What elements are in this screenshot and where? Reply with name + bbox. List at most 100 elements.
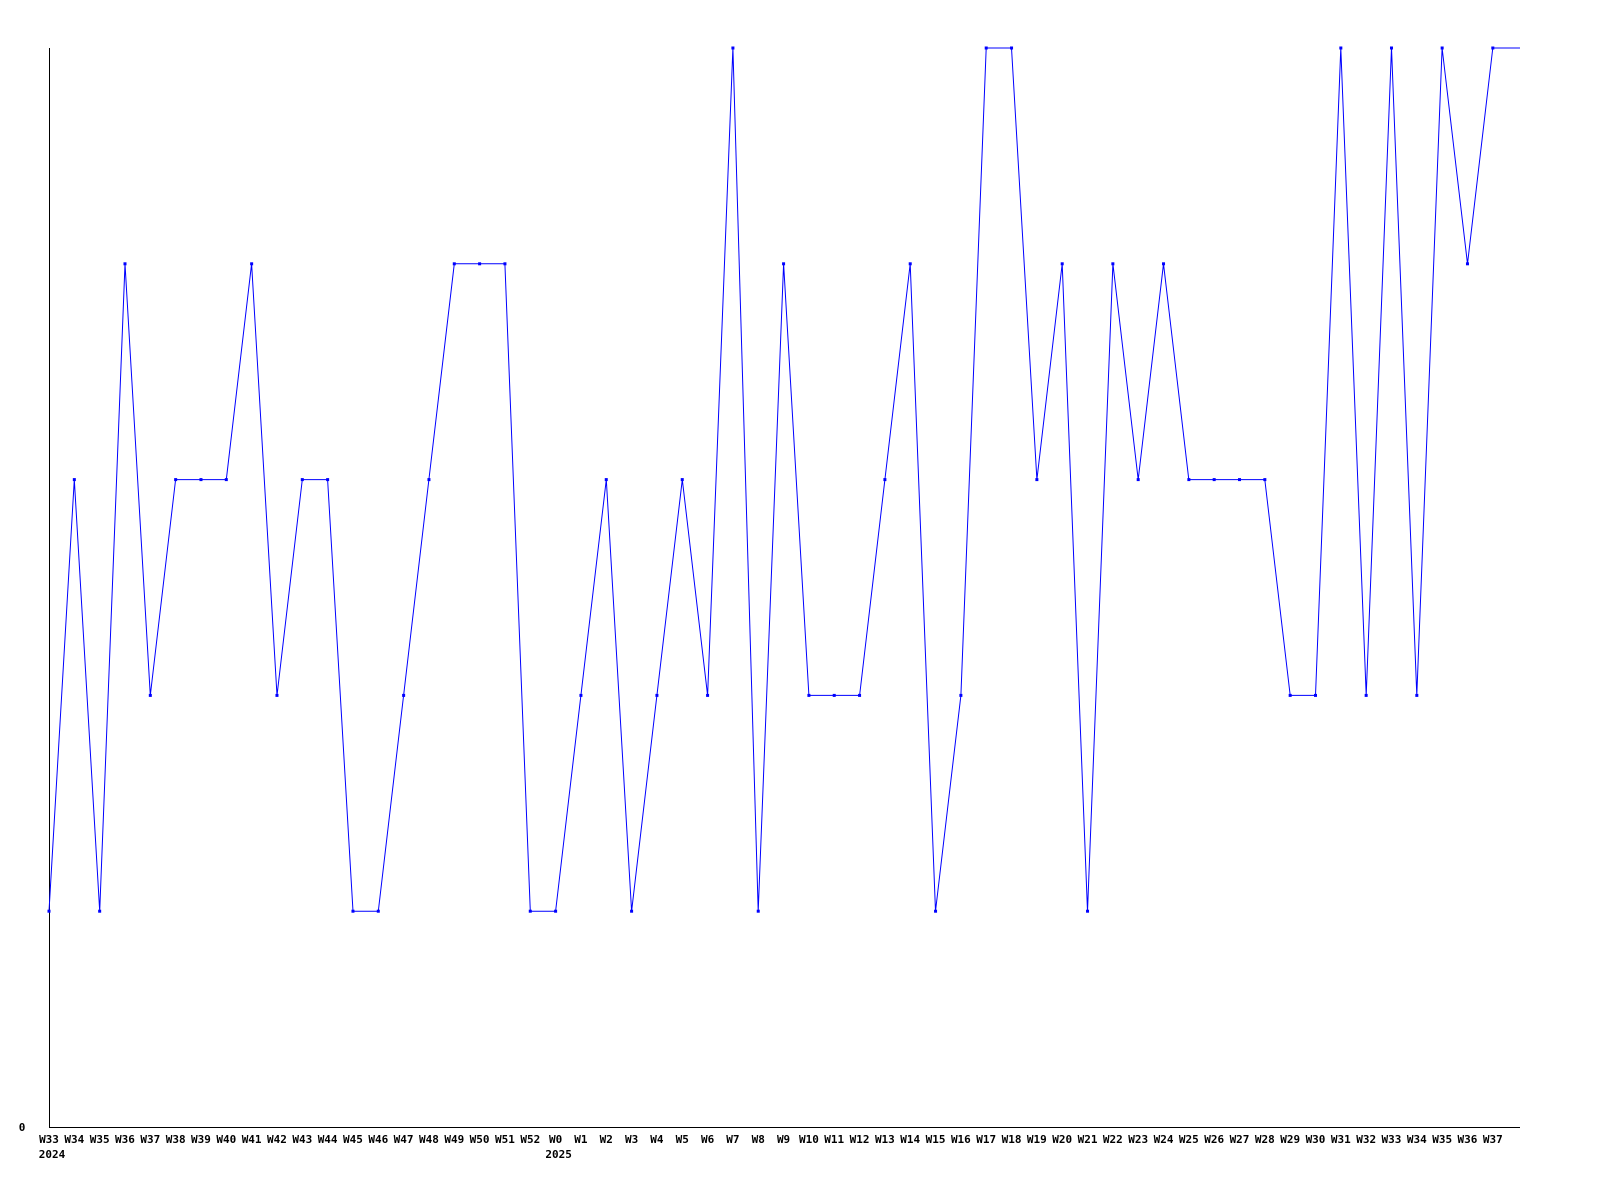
data-point xyxy=(1086,909,1090,913)
data-point xyxy=(275,693,279,697)
data-point xyxy=(934,909,938,913)
data-point xyxy=(630,909,634,913)
data-point xyxy=(680,478,684,482)
data-point xyxy=(1364,693,1368,697)
data-point xyxy=(807,693,811,697)
series-line xyxy=(48,47,1520,912)
data-point xyxy=(148,693,152,697)
data-point xyxy=(1491,46,1495,50)
data-point xyxy=(984,46,988,50)
data-point xyxy=(250,262,254,266)
x-tick-label: W48 xyxy=(419,1133,439,1146)
data-point xyxy=(655,693,659,697)
data-point xyxy=(376,909,380,913)
data-point xyxy=(706,693,710,697)
x-tick-label: W50 xyxy=(470,1133,490,1146)
data-point xyxy=(1162,262,1166,266)
x-tick-label: W49 xyxy=(444,1133,464,1146)
data-point xyxy=(351,909,355,913)
data-point xyxy=(402,693,406,697)
x-tick-label: W36 xyxy=(115,1133,135,1146)
x-tick-label: W25 xyxy=(1179,1133,1199,1146)
x-tick-label: W33 xyxy=(39,1133,59,1146)
x-tick-label: W1 xyxy=(574,1133,588,1146)
data-point xyxy=(1010,46,1014,50)
data-point xyxy=(1288,693,1292,697)
data-point xyxy=(174,478,178,482)
data-point xyxy=(1187,478,1191,482)
x-tick-label: W27 xyxy=(1230,1133,1250,1146)
data-point xyxy=(858,693,862,697)
data-point xyxy=(1415,693,1419,697)
y-tick-label: 0 xyxy=(19,1121,26,1134)
x-tick-label: W40 xyxy=(216,1133,236,1146)
data-point xyxy=(123,262,127,266)
x-tick-label: W17 xyxy=(976,1133,996,1146)
x-tick-label: W23 xyxy=(1128,1133,1148,1146)
year-label: 2025 xyxy=(545,1148,572,1161)
x-tick-label: W0 xyxy=(549,1133,562,1146)
data-point xyxy=(959,693,963,697)
x-tick-label: W51 xyxy=(495,1133,515,1146)
x-tick-label: W36 xyxy=(1458,1133,1478,1146)
data-point xyxy=(224,478,228,482)
x-tick-label: W7 xyxy=(726,1133,739,1146)
data-point xyxy=(199,478,203,482)
data-point xyxy=(1212,478,1216,482)
data-point xyxy=(478,262,482,266)
data-point xyxy=(756,909,760,913)
x-tick-label: W2 xyxy=(600,1133,613,1146)
x-tick-label: W34 xyxy=(1407,1133,1427,1146)
x-tick-label: W19 xyxy=(1027,1133,1047,1146)
x-tick-label: W32 xyxy=(1356,1133,1376,1146)
x-tick-label: W44 xyxy=(318,1133,338,1146)
x-tick-label: W31 xyxy=(1331,1133,1351,1146)
x-tick-label: W18 xyxy=(1002,1133,1022,1146)
x-tick-label: W33 xyxy=(1382,1133,1402,1146)
x-tick-label: W21 xyxy=(1078,1133,1098,1146)
x-tick-label: W30 xyxy=(1306,1133,1326,1146)
data-point xyxy=(98,909,102,913)
data-point xyxy=(883,478,887,482)
year-label: 2024 xyxy=(39,1148,66,1161)
x-tick-label: W5 xyxy=(676,1133,689,1146)
data-point xyxy=(1035,478,1039,482)
x-tick-label: W42 xyxy=(267,1133,287,1146)
x-tick-label: W11 xyxy=(824,1133,844,1146)
data-point xyxy=(579,693,583,697)
data-point xyxy=(554,909,558,913)
x-tick-label: W4 xyxy=(650,1133,664,1146)
data-point xyxy=(1314,693,1317,697)
x-tick-label: W52 xyxy=(520,1133,540,1146)
x-tick-label: W26 xyxy=(1204,1133,1224,1146)
x-tick-label: W12 xyxy=(850,1133,870,1146)
data-point xyxy=(427,478,431,482)
x-tick-label: W9 xyxy=(777,1133,790,1146)
data-point xyxy=(782,262,786,266)
data-point xyxy=(1465,262,1469,266)
x-tick-label: W37 xyxy=(140,1133,160,1146)
x-tick-label: W41 xyxy=(242,1133,262,1146)
data-point xyxy=(1263,478,1267,482)
data-point xyxy=(72,478,76,482)
x-tick-label: W20 xyxy=(1052,1133,1072,1146)
x-tick-label: W28 xyxy=(1255,1133,1275,1146)
x-tick-label: W47 xyxy=(394,1133,414,1146)
x-tick-label: W45 xyxy=(343,1133,363,1146)
x-tick-label: W46 xyxy=(368,1133,388,1146)
x-tick-label: W34 xyxy=(64,1133,84,1146)
data-point xyxy=(503,262,507,266)
data-point xyxy=(604,478,608,482)
x-tick-label: W14 xyxy=(900,1133,920,1146)
data-point xyxy=(908,262,912,266)
data-point xyxy=(47,909,51,913)
x-tick-label: W43 xyxy=(292,1133,312,1146)
data-point xyxy=(1111,262,1115,266)
data-point xyxy=(832,693,836,697)
data-point xyxy=(731,46,735,50)
data-point xyxy=(1238,478,1242,482)
x-tick-label: W8 xyxy=(752,1133,765,1146)
x-tick-label: W10 xyxy=(799,1133,819,1146)
data-point xyxy=(1389,46,1393,50)
